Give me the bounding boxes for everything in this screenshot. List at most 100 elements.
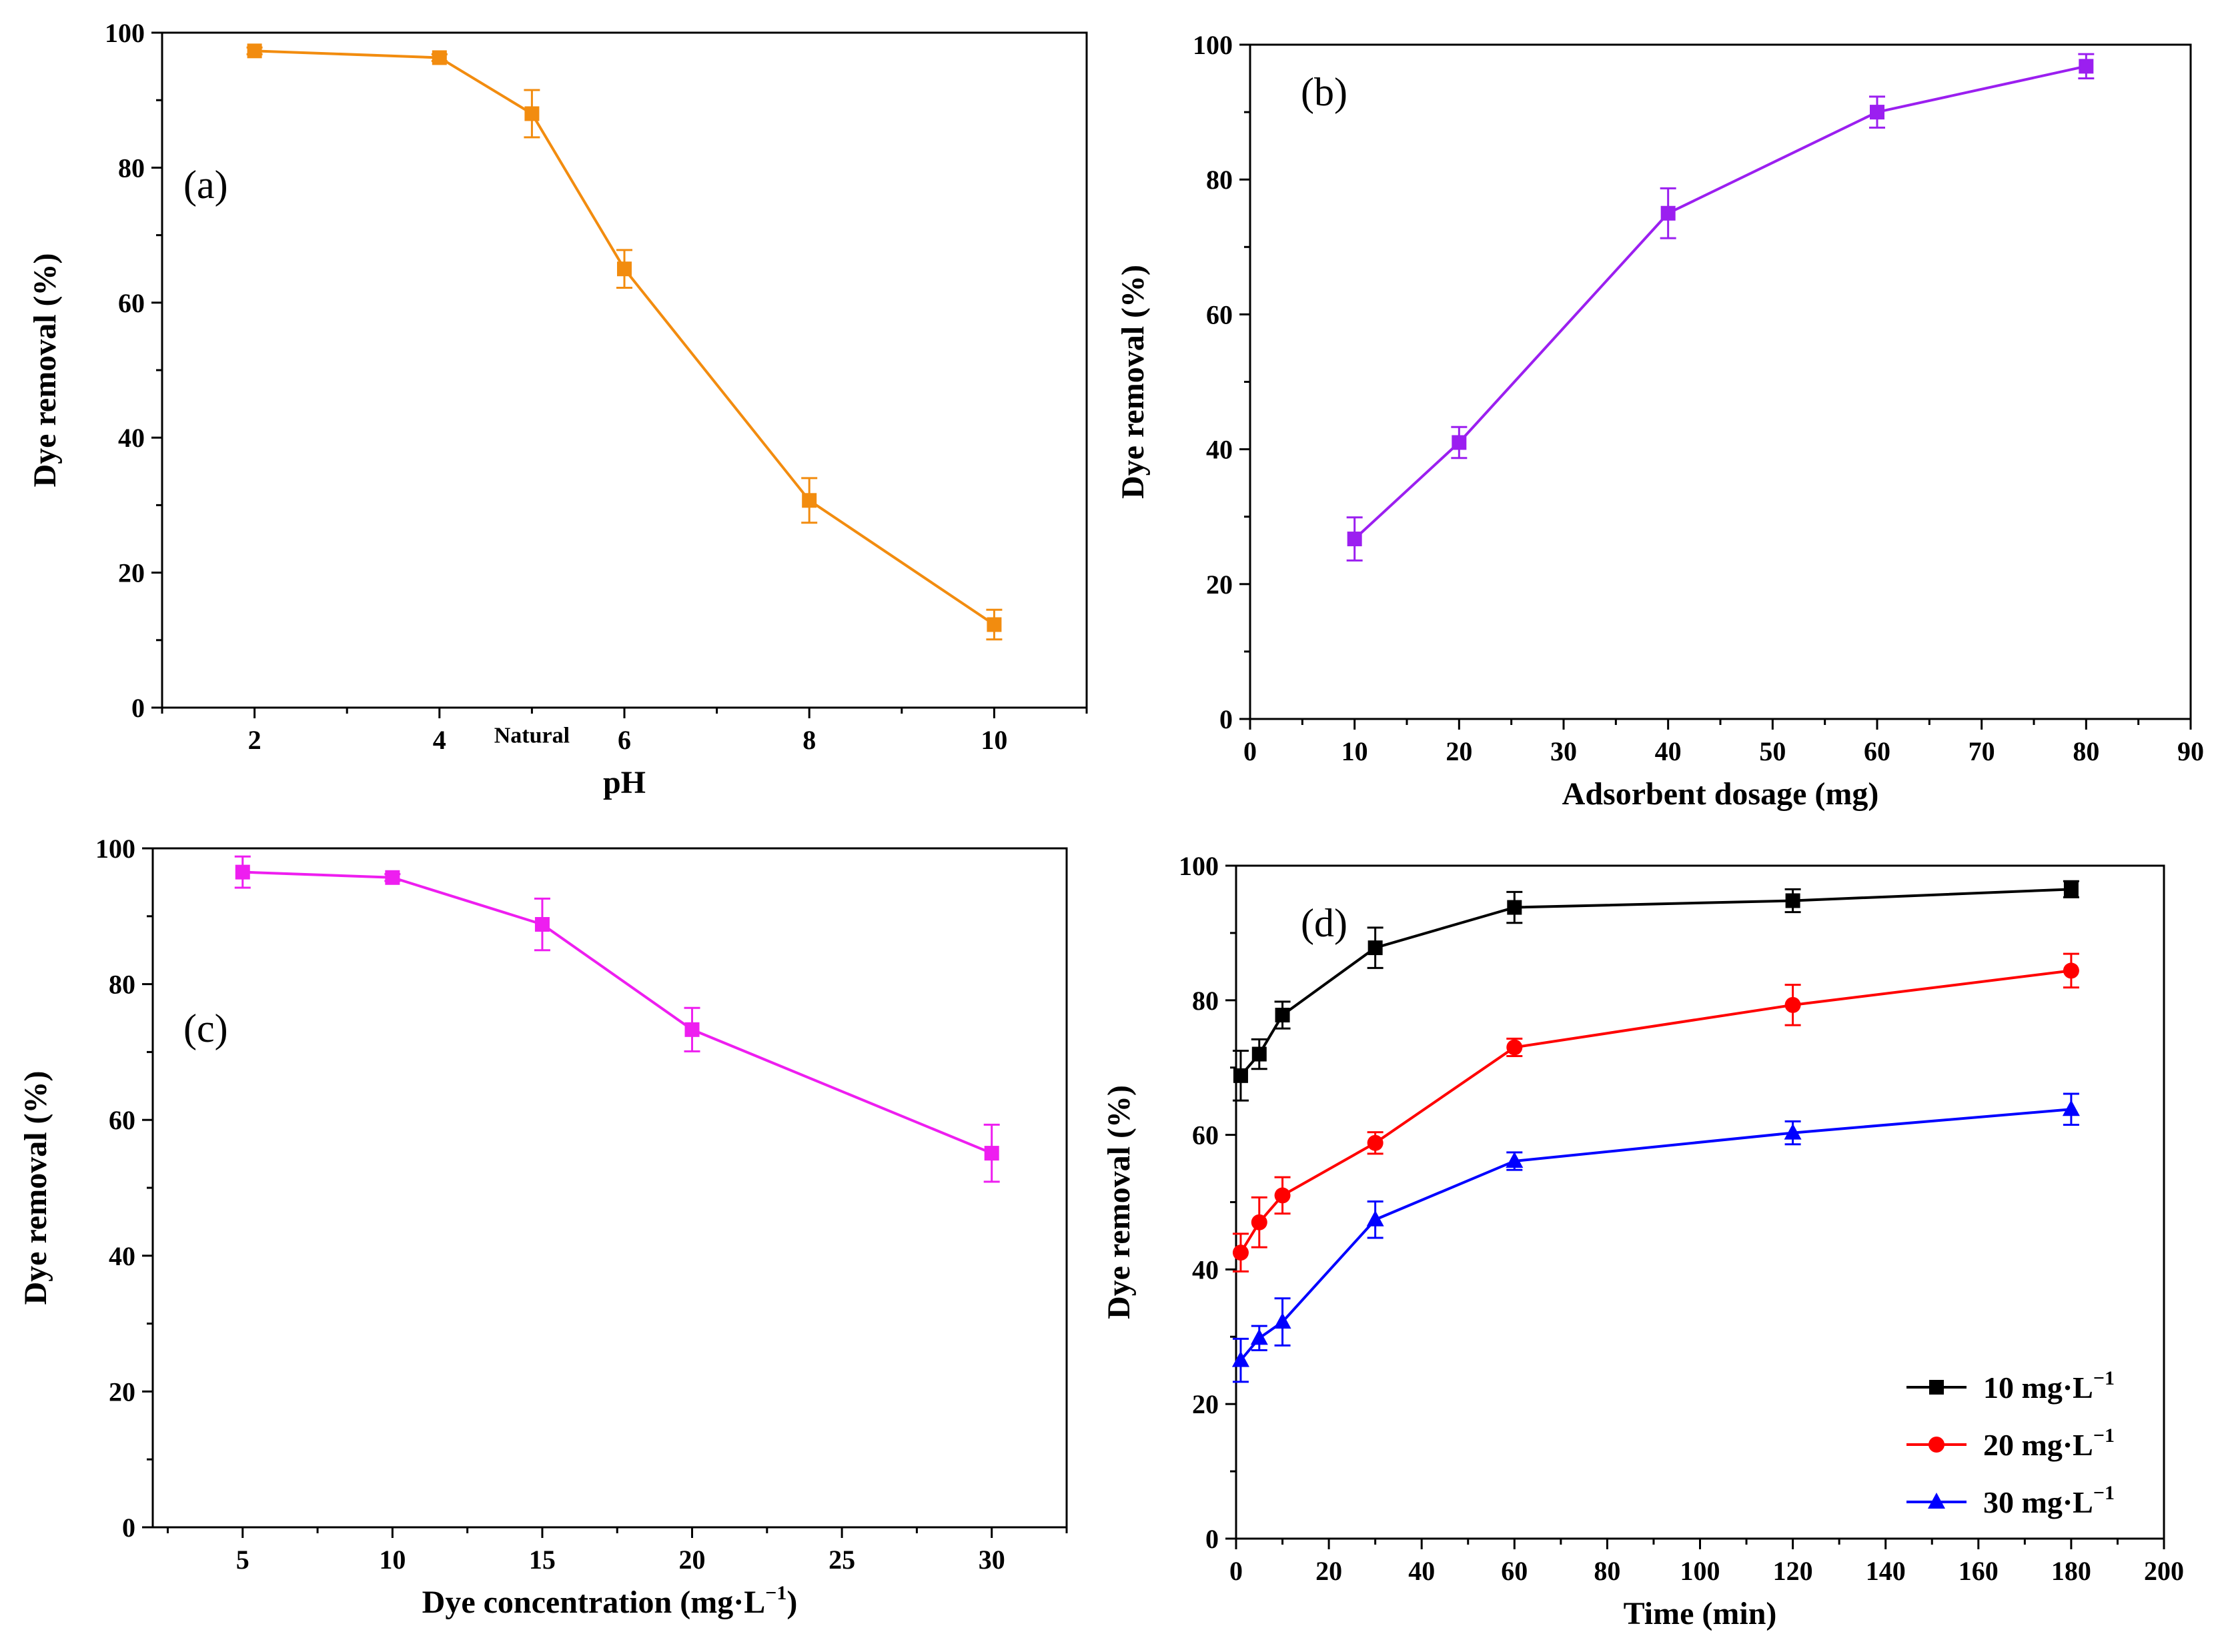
x-tick-label: 6: [618, 725, 631, 755]
series-0: [246, 43, 1003, 641]
y-axis-title: Dye removal (%): [1101, 1085, 1137, 1319]
x-tick-label: 10: [379, 1545, 406, 1575]
y-tick-label: 20: [109, 1377, 135, 1407]
x-tick-label: 70: [1969, 736, 1995, 766]
data-point: [987, 617, 1002, 632]
data-point: [1231, 1351, 1249, 1367]
y-axis-title: Dye removal (%): [18, 1071, 53, 1305]
legend-label: 30 mg·L−1: [1983, 1482, 2115, 1519]
data-point: [1251, 1046, 1267, 1062]
panel-label: (d): [1301, 901, 1347, 945]
data-point: [1367, 940, 1383, 956]
y-tick-label: 20: [118, 558, 145, 588]
panel-label: (a): [183, 163, 228, 207]
x-axis-title: Adsorbent dosage (mg): [1562, 776, 1879, 812]
data-point: [684, 1022, 700, 1037]
y-tick-label: 40: [118, 423, 145, 453]
plot-frame: [161, 31, 1088, 709]
data-point: [1784, 1123, 1802, 1140]
legend: 10 mg·L−120 mg·L−130 mg·L−1: [1906, 1367, 2115, 1519]
data-point: [247, 43, 262, 59]
data-point: [1367, 1134, 1383, 1151]
panel-c: 5 10 15 20 25 30 0 20 40 60 80 100 Dye concentration…: [18, 834, 1068, 1620]
y-tick-label: 60: [109, 1105, 135, 1135]
x-tick-label: 90: [2177, 736, 2204, 766]
legend-label-sup: −1: [2093, 1367, 2115, 1389]
data-point: [385, 870, 400, 885]
x-axis-title: Dye concentration (mg·L−1): [422, 1582, 798, 1620]
x-tick-label: 10: [981, 725, 1007, 755]
data-point: [984, 1146, 999, 1161]
y-tick-label: 0: [1219, 704, 1233, 734]
y-tick-label: 80: [1192, 986, 1219, 1016]
data-point: [1274, 1187, 1291, 1204]
data-point: [617, 261, 632, 277]
y-tick-label: 20: [1192, 1389, 1219, 1419]
y-tick-label: 60: [1206, 299, 1233, 329]
x-tick-label: 2: [248, 725, 261, 755]
x-tick-label: 30: [979, 1545, 1005, 1575]
x-tick-label: 20: [1315, 1556, 1342, 1586]
y-tick-label: 40: [109, 1241, 135, 1271]
x-axis-title-text: Time (min): [1624, 1596, 1777, 1631]
data-point: [1347, 532, 1362, 547]
y-tick-label: 100: [1193, 30, 1233, 60]
data-point: [1233, 1068, 1248, 1083]
data-point: [802, 493, 817, 508]
legend-label-text: 30 mg·L: [1983, 1485, 2093, 1519]
data-point: [1232, 1245, 1249, 1261]
x-tick-label: 20: [679, 1545, 706, 1575]
data-point: [1275, 1007, 1290, 1022]
y-tick-label: 100: [1179, 851, 1219, 881]
x-tick-label: 80: [1594, 1556, 1620, 1586]
x-tick-label: 15: [529, 1545, 556, 1575]
series-0: [1232, 880, 2079, 1102]
x-tick-label: 8: [802, 725, 816, 755]
y-axis-title: Dye removal (%): [1115, 265, 1151, 499]
data-point: [1870, 105, 1884, 120]
y-tick-label: 40: [1192, 1255, 1219, 1285]
legend-marker: [1928, 1437, 1945, 1453]
x-tick-label: 100: [1680, 1556, 1720, 1586]
x-tick-label: 60: [1501, 1556, 1528, 1586]
y-tick-label: 80: [1206, 165, 1233, 195]
annotation-label: Natural: [494, 723, 570, 748]
panel-label: (b): [1301, 70, 1347, 114]
series-line: [1239, 969, 2072, 1254]
y-tick-label: 40: [1206, 435, 1233, 465]
x-tick-label: 80: [2073, 736, 2099, 766]
data-point: [1660, 205, 1676, 221]
legend-marker: [1929, 1380, 1944, 1395]
x-tick-label: 0: [1243, 736, 1257, 766]
series-0: [234, 855, 1000, 1183]
x-tick-label: 20: [1446, 736, 1472, 766]
x-axis-title-text: pH: [603, 765, 646, 800]
series-line: [242, 870, 993, 1154]
x-tick-label: 60: [1864, 736, 1890, 766]
data-point: [1251, 1214, 1267, 1230]
data-point: [1507, 900, 1522, 915]
y-tick-label: 60: [118, 288, 145, 318]
y-tick-label: 100: [105, 18, 145, 48]
data-point: [2079, 59, 2094, 74]
data-point: [1506, 1039, 1523, 1056]
series-0: [1346, 53, 2095, 562]
series-line: [1239, 1108, 2072, 1361]
x-tick-label: 120: [1773, 1556, 1813, 1586]
y-tick-label: 20: [1206, 570, 1233, 600]
plot-frame: [1249, 43, 2192, 720]
data-point: [1785, 893, 1800, 908]
x-tick-label: 10: [1341, 736, 1368, 766]
data-point: [534, 917, 550, 932]
panel-d: 0 20 40 60 80 100 120 140 160 180 200 0 20 40 60 80 100 T…: [1101, 851, 2184, 1631]
x-tick-label: 40: [1655, 736, 1682, 766]
y-axis-title: Dye removal (%): [27, 253, 63, 488]
data-point: [1366, 1210, 1384, 1226]
legend-label-sup: −1: [2093, 1425, 2115, 1447]
legend-marker: [1928, 1493, 1945, 1509]
data-point: [524, 106, 540, 121]
series-line: [1353, 65, 2087, 540]
legend-label-sup: −1: [2093, 1482, 2115, 1504]
x-tick-label: 30: [1550, 736, 1577, 766]
